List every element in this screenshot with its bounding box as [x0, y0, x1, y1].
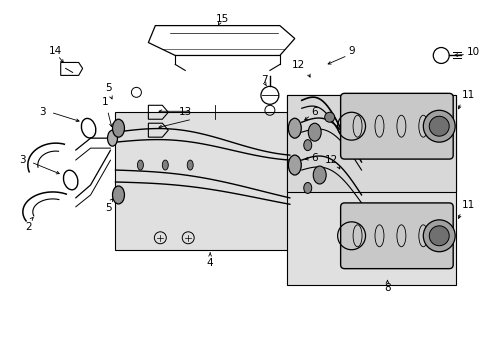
FancyBboxPatch shape: [340, 93, 452, 159]
Text: 12: 12: [291, 60, 304, 71]
Text: 1: 1: [102, 97, 109, 107]
Text: 6: 6: [311, 107, 318, 117]
Ellipse shape: [112, 119, 124, 137]
Text: 5: 5: [105, 84, 112, 93]
Ellipse shape: [107, 130, 117, 146]
Text: 11: 11: [461, 200, 474, 210]
Circle shape: [423, 110, 454, 142]
Ellipse shape: [303, 140, 311, 150]
Ellipse shape: [112, 186, 124, 204]
Ellipse shape: [162, 160, 168, 170]
Circle shape: [423, 220, 454, 252]
Text: 11: 11: [461, 90, 474, 100]
Text: 15: 15: [215, 14, 228, 24]
Text: 12: 12: [324, 155, 337, 165]
Text: 2: 2: [25, 222, 32, 232]
Text: 5: 5: [105, 203, 112, 213]
FancyBboxPatch shape: [340, 203, 452, 269]
Text: 3: 3: [20, 155, 26, 165]
Ellipse shape: [288, 155, 301, 175]
Text: 14: 14: [49, 45, 62, 55]
Text: 6: 6: [311, 153, 318, 163]
Text: 3: 3: [40, 107, 46, 117]
Text: 4: 4: [206, 258, 213, 268]
Ellipse shape: [137, 160, 143, 170]
Text: 13: 13: [179, 107, 192, 117]
Circle shape: [324, 112, 334, 122]
Ellipse shape: [307, 123, 321, 141]
Bar: [115, 112, 344, 250]
Bar: [286, 95, 455, 192]
Text: 7: 7: [260, 75, 266, 85]
Text: 8: 8: [384, 283, 390, 293]
Ellipse shape: [303, 183, 311, 193]
Text: 10: 10: [466, 48, 479, 58]
Bar: [286, 95, 455, 285]
Ellipse shape: [187, 160, 193, 170]
Circle shape: [428, 116, 448, 136]
Text: 9: 9: [347, 45, 354, 55]
Circle shape: [428, 226, 448, 246]
Ellipse shape: [288, 118, 301, 138]
Ellipse shape: [313, 166, 325, 184]
